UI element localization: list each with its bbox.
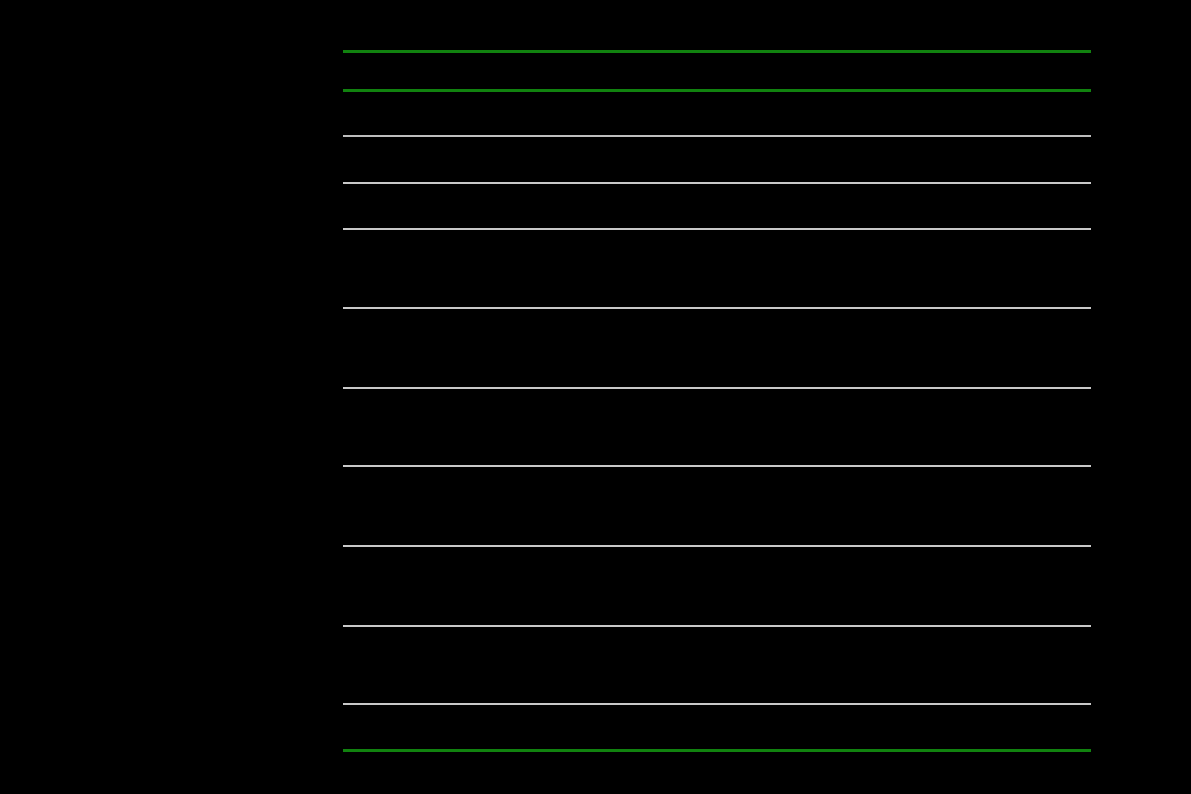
- content-band: [343, 53, 1091, 87]
- accent-rule: [343, 50, 1091, 53]
- content-band: [343, 230, 1091, 305]
- right-gutter: [1091, 0, 1191, 794]
- separator-rule: [343, 307, 1091, 309]
- content-band: [343, 92, 1091, 133]
- separator-rule: [343, 228, 1091, 230]
- separator-rule: [343, 182, 1091, 184]
- separator-rule: [343, 135, 1091, 137]
- separator-rule: [343, 465, 1091, 467]
- content-band: [343, 705, 1091, 747]
- separator-rule: [343, 545, 1091, 547]
- accent-rule: [343, 749, 1091, 752]
- separator-rule: [343, 625, 1091, 627]
- content-band: [343, 309, 1091, 385]
- content-band: [343, 137, 1091, 180]
- content-band: [343, 547, 1091, 623]
- accent-rule: [343, 89, 1091, 92]
- content-band: [343, 184, 1091, 226]
- content-band: [343, 467, 1091, 543]
- left-gutter: [0, 0, 343, 794]
- separator-rule: [343, 387, 1091, 389]
- content-band: [343, 627, 1091, 701]
- separator-rule: [343, 703, 1091, 705]
- content-band: [343, 389, 1091, 463]
